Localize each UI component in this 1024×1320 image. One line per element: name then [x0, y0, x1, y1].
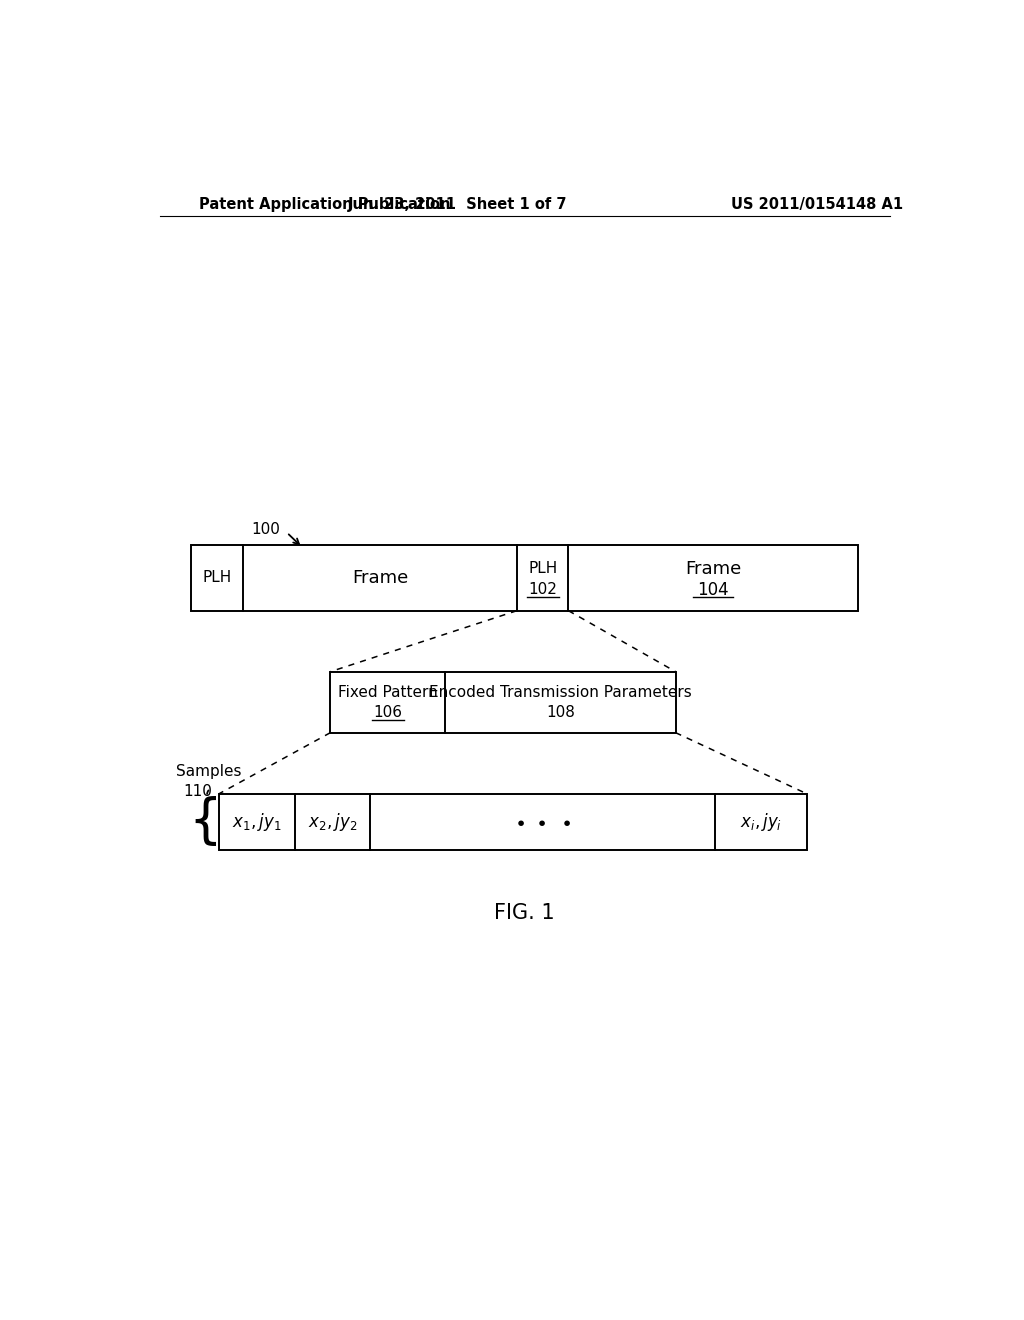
- Text: US 2011/0154148 A1: US 2011/0154148 A1: [731, 197, 903, 211]
- Text: $x_1, jy_1$: $x_1, jy_1$: [232, 810, 282, 833]
- Bar: [191, 545, 858, 611]
- Text: Fixed Pattern: Fixed Pattern: [338, 685, 438, 700]
- Text: 108: 108: [546, 705, 574, 719]
- Text: Encoded Transmission Parameters: Encoded Transmission Parameters: [429, 685, 692, 700]
- Text: Jun. 23, 2011  Sheet 1 of 7: Jun. 23, 2011 Sheet 1 of 7: [347, 197, 567, 211]
- Text: 104: 104: [697, 581, 729, 599]
- Text: Frame: Frame: [352, 569, 409, 586]
- Text: 110: 110: [183, 784, 212, 799]
- Bar: [219, 793, 807, 850]
- Text: 106: 106: [374, 705, 402, 719]
- Text: $x_2, jy_2$: $x_2, jy_2$: [307, 810, 357, 833]
- Text: FIG. 1: FIG. 1: [495, 903, 555, 923]
- Text: Patent Application Publication: Patent Application Publication: [200, 197, 451, 211]
- Text: PLH: PLH: [528, 561, 557, 576]
- Text: Samples: Samples: [176, 764, 241, 779]
- Text: 102: 102: [528, 582, 557, 598]
- Bar: [331, 672, 676, 733]
- Text: $x_i, jy_i$: $x_i, jy_i$: [739, 810, 782, 833]
- Text: $\bullet\;\bullet\;\bullet$: $\bullet\;\bullet\;\bullet$: [514, 812, 571, 832]
- Text: Frame: Frame: [685, 560, 741, 578]
- Text: PLH: PLH: [203, 570, 231, 585]
- Text: {: {: [188, 796, 222, 847]
- Text: 100: 100: [251, 521, 280, 537]
